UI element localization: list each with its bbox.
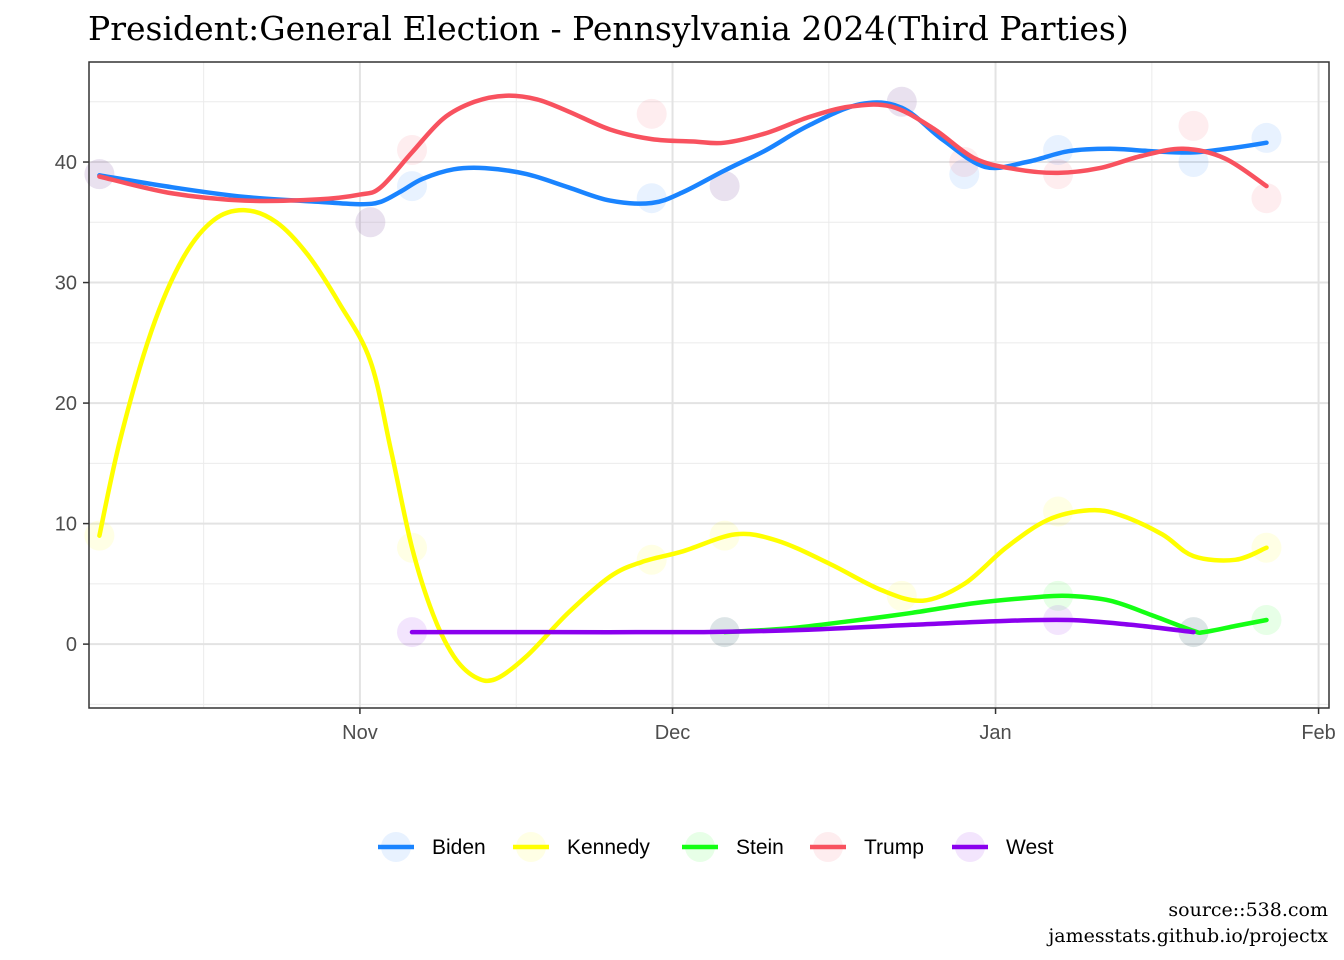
source-label: source::538.com: [1168, 899, 1328, 921]
legend-label-stein: Stein: [736, 836, 784, 859]
x-tick-label: Feb: [1301, 722, 1335, 744]
x-tick-label: Dec: [655, 722, 691, 744]
website-label: jamesstats.github.io/projectx: [1046, 925, 1328, 947]
x-tick-label: Jan: [979, 722, 1011, 744]
plot-area: 0 10 20 30 40 Nov Dec Jan Feb: [55, 61, 1336, 744]
biden-poll-point: [1251, 122, 1282, 153]
trump-poll-point: [636, 98, 667, 129]
x-tick-label: Nov: [342, 722, 378, 744]
biden-poll-point: [636, 183, 667, 214]
west-trend-line: [409, 617, 1196, 635]
legend-label-biden: Biden: [432, 836, 486, 859]
y-tick-label: 0: [66, 634, 77, 656]
y-tick-label: 10: [55, 514, 77, 536]
trump-poll-point: [709, 171, 740, 202]
trump-poll-point: [1251, 183, 1282, 214]
y-tick-label: 20: [55, 393, 77, 415]
panel-border: [88, 61, 1330, 709]
biden-poll-point: [949, 159, 980, 190]
trump-poll-point: [1178, 110, 1209, 141]
trump-poll-point: [355, 207, 386, 238]
biden-trend-line: [97, 100, 1269, 207]
chart-title: President:General Election - Pennsylvani…: [88, 9, 1129, 48]
legend-label-west: West: [1006, 836, 1054, 859]
kennedy-trend-line: [97, 207, 1269, 684]
legend: Biden Kennedy Stein Trump West: [378, 832, 1054, 862]
stein-trend-line: [722, 593, 1269, 636]
y-tick-label: 40: [55, 152, 77, 174]
biden-poll-point: [709, 171, 740, 202]
legend-label-trump: Trump: [864, 836, 924, 859]
legend-label-kennedy: Kennedy: [567, 836, 650, 859]
trump-trend-line: [97, 93, 1269, 204]
y-tick-label: 30: [55, 273, 77, 295]
biden-poll-point: [355, 207, 386, 238]
